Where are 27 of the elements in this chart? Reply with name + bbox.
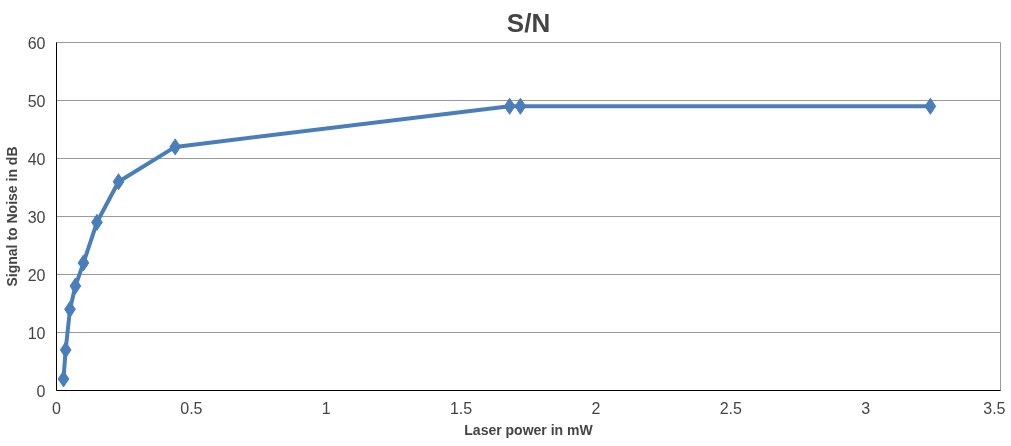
chart-title: S/N <box>506 7 551 38</box>
y-tick-label: 0 <box>36 382 46 400</box>
y-tick-label: 10 <box>27 324 46 342</box>
point <box>69 277 82 295</box>
point <box>514 97 527 115</box>
point <box>57 370 70 388</box>
y-tick-label: 30 <box>27 208 46 226</box>
point <box>924 97 937 115</box>
x-tick-label: 1.5 <box>449 399 473 417</box>
x-tick-label: 0 <box>52 399 62 417</box>
x-tick-label: 2 <box>591 399 601 417</box>
x-axis-title: Laser power in mW <box>464 421 594 438</box>
y-tick-label: 60 <box>27 34 46 52</box>
y-tick-label: 20 <box>27 266 46 284</box>
point <box>77 254 90 272</box>
y-tick-label: 40 <box>27 150 46 168</box>
point <box>503 97 516 115</box>
x-tick-label: 0.5 <box>180 399 203 417</box>
x-tick-label: 3 <box>861 399 871 417</box>
x-tick-label: 3.5 <box>983 399 1006 417</box>
x-tick-label: 2.5 <box>719 399 743 417</box>
point <box>169 138 182 156</box>
point <box>112 173 125 191</box>
x-tick-label: 1 <box>321 399 331 417</box>
y-tick-label: 50 <box>27 92 46 110</box>
point <box>59 341 72 359</box>
y-axis-title: Signal to Noise in dB <box>3 146 20 287</box>
